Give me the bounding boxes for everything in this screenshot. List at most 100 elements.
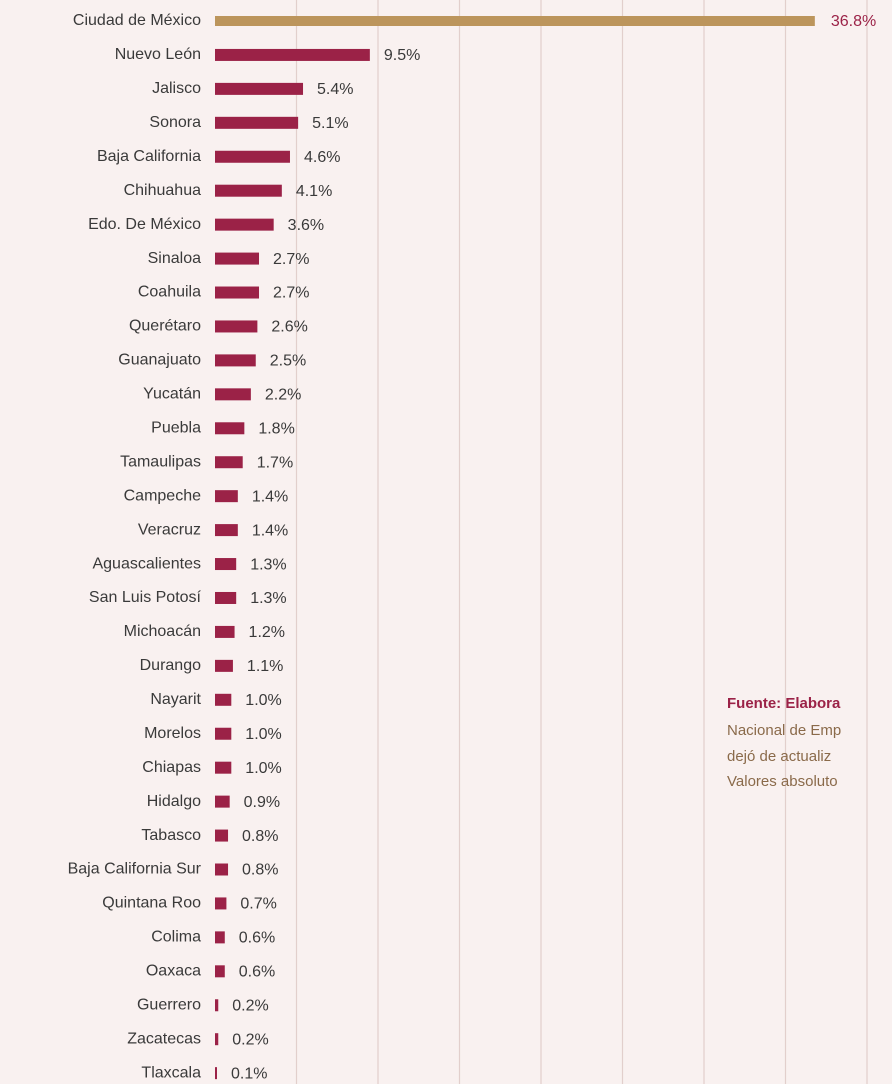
y-tick-label: Querétaro	[129, 318, 201, 335]
y-tick-label: Yucatán	[143, 386, 201, 403]
data-label: 2.5%	[270, 353, 306, 370]
y-tick-label: Edo. De México	[88, 216, 201, 233]
y-tick-label: Baja California	[97, 148, 201, 165]
data-label: 0.1%	[231, 1065, 267, 1082]
y-tick-label: San Luis Potosí	[89, 589, 202, 606]
data-label: 5.4%	[317, 81, 353, 98]
y-tick-label: Chiapas	[142, 759, 201, 776]
y-tick-label: Nayarit	[150, 691, 201, 708]
data-label: 1.7%	[257, 454, 293, 471]
bar	[215, 252, 260, 265]
data-label: 1.3%	[250, 590, 286, 607]
bar	[215, 965, 225, 978]
data-label: 9.5%	[384, 47, 420, 64]
data-label: 1.1%	[247, 658, 283, 675]
bar	[215, 625, 235, 638]
y-tick-label: Guerrero	[137, 996, 201, 1013]
bar	[215, 286, 260, 299]
data-label: 0.2%	[232, 997, 268, 1014]
y-tick-label: Tamaulipas	[120, 453, 201, 470]
y-tick-label: Aguascalientes	[92, 555, 201, 572]
bar	[215, 591, 237, 604]
y-tick-label: Campeche	[124, 487, 201, 504]
bar	[215, 659, 233, 672]
bar	[215, 320, 258, 333]
source-line: Nacional de Emp	[727, 722, 841, 739]
bar	[215, 897, 227, 910]
bar	[215, 761, 232, 774]
y-tick-label: Colima	[151, 929, 201, 946]
y-tick-label: Zacatecas	[127, 1030, 201, 1047]
data-label: 1.0%	[245, 692, 281, 709]
y-tick-label: Hidalgo	[147, 793, 201, 810]
y-tick-label: Puebla	[151, 419, 201, 436]
y-tick-label: Chihuahua	[124, 182, 202, 199]
bar	[215, 863, 229, 876]
bar	[215, 558, 237, 571]
y-tick-label: Sonora	[149, 114, 201, 131]
data-label: 0.9%	[244, 794, 280, 811]
source-line: Valores absoluto	[727, 773, 838, 790]
y-tick-label: Morelos	[144, 725, 201, 742]
data-label: 2.7%	[273, 251, 309, 268]
data-label: 1.0%	[245, 760, 281, 777]
data-label: 0.7%	[240, 896, 276, 913]
data-label: 0.8%	[242, 862, 278, 879]
data-label: 1.8%	[258, 420, 294, 437]
y-tick-label: Coahuila	[138, 284, 201, 301]
data-label: 4.6%	[304, 149, 340, 166]
bar	[215, 456, 243, 469]
bar	[215, 795, 230, 808]
data-label: 0.2%	[232, 1031, 268, 1048]
data-label: 0.8%	[242, 828, 278, 845]
data-label: 0.6%	[239, 930, 275, 947]
bar	[215, 727, 232, 740]
data-label: 1.4%	[252, 488, 288, 505]
bar	[215, 218, 274, 231]
bar	[215, 388, 251, 401]
y-tick-label: Nuevo León	[115, 46, 201, 63]
data-label: 2.6%	[271, 319, 307, 336]
bar	[215, 184, 282, 197]
bar	[215, 931, 225, 944]
bar	[215, 490, 238, 503]
source-note: Fuente: Elabora Nacional de Emp dejó de …	[727, 695, 841, 790]
y-tick-label: Tabasco	[141, 827, 201, 844]
bar	[215, 1033, 219, 1046]
source-line: dejó de actualiz	[727, 748, 831, 765]
bar	[215, 829, 229, 842]
data-label: 3.6%	[288, 217, 324, 234]
data-label: 5.1%	[312, 115, 348, 132]
y-tick-label: Veracruz	[138, 521, 201, 538]
bar	[215, 693, 232, 706]
y-tick-label: Ciudad de México	[73, 12, 201, 29]
data-label: 1.3%	[250, 556, 286, 573]
bar	[215, 354, 256, 367]
y-tick-label: Sinaloa	[148, 250, 201, 267]
y-tick-label: Durango	[140, 657, 201, 674]
y-tick-label: Tlaxcala	[141, 1064, 201, 1081]
y-tick-label: Michoacán	[124, 623, 201, 640]
source-title: Fuente: Elabora	[727, 695, 841, 712]
y-tick-label: Guanajuato	[118, 352, 201, 369]
bar	[215, 999, 219, 1012]
data-label: 4.1%	[296, 183, 332, 200]
bar	[215, 150, 290, 163]
y-tick-label: Quintana Roo	[102, 895, 201, 912]
data-label: 36.8%	[831, 13, 876, 30]
data-label: 1.0%	[245, 726, 281, 743]
y-tick-label: Oaxaca	[146, 963, 201, 980]
bar	[215, 422, 245, 435]
bar	[215, 1067, 217, 1080]
data-label: 2.2%	[265, 387, 301, 404]
y-tick-label: Jalisco	[152, 80, 201, 97]
y-tick-label: Baja California Sur	[68, 861, 202, 878]
data-label: 0.6%	[239, 964, 275, 981]
bar	[215, 48, 370, 61]
data-label: 1.4%	[252, 522, 288, 539]
bar	[215, 16, 815, 26]
data-label: 1.2%	[249, 624, 285, 641]
data-label: 2.7%	[273, 285, 309, 302]
